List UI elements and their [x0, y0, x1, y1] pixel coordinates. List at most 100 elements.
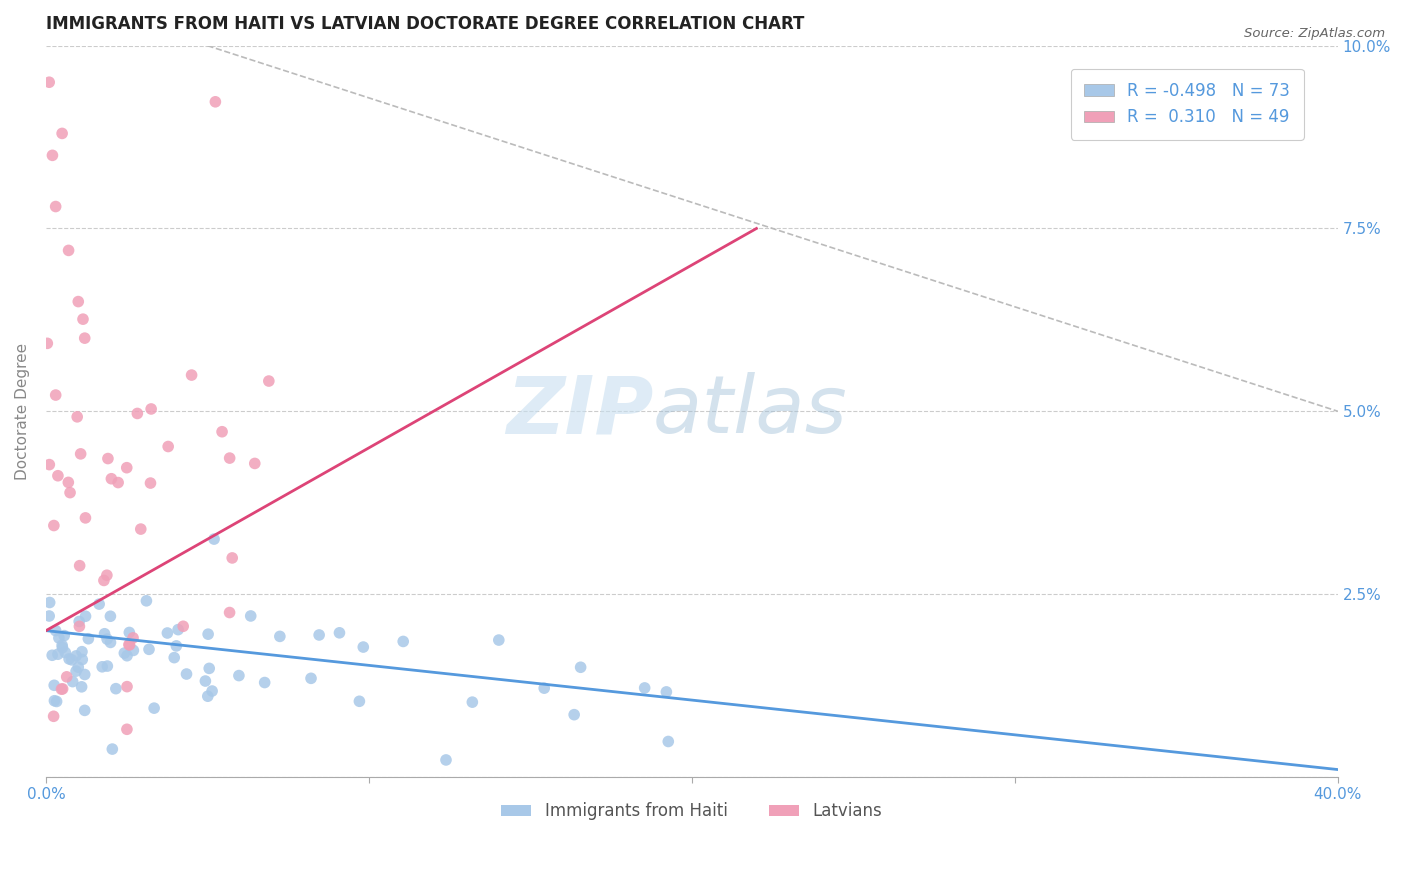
Point: [239, 609, 262, 624]
Point: [100, 472, 122, 486]
Point: [172, 619, 194, 633]
Point: [634, 681, 657, 695]
Point: [53, 646, 76, 660]
Point: [65, 648, 87, 663]
Point: [135, 594, 157, 608]
Point: [97, 451, 120, 466]
Point: [38, 458, 60, 472]
Point: [46, 647, 69, 661]
Point: [100, 609, 122, 624]
Text: atlas: atlas: [654, 372, 848, 450]
Point: [73, 667, 96, 681]
Legend: Immigrants from Haiti, Latvians: Immigrants from Haiti, Latvians: [495, 796, 889, 827]
Point: [562, 707, 585, 722]
Point: [257, 374, 280, 388]
Point: [55, 670, 77, 684]
Point: [72, 312, 94, 326]
Point: [60, 653, 83, 667]
Point: [202, 532, 225, 546]
Point: [93, 574, 115, 588]
Y-axis label: Doctorate Degree: Doctorate Degree: [15, 343, 30, 480]
Point: [569, 660, 592, 674]
Point: [118, 638, 141, 652]
Point: [221, 550, 243, 565]
Point: [127, 407, 149, 421]
Point: [67, 615, 90, 629]
Point: [62, 674, 84, 689]
Point: [139, 476, 162, 491]
Point: [42, 709, 65, 723]
Point: [194, 673, 217, 688]
Point: [96, 568, 118, 582]
Point: [143, 701, 166, 715]
Point: [42, 518, 65, 533]
Point: [197, 627, 219, 641]
Point: [107, 475, 129, 490]
Point: [44, 694, 66, 708]
Point: [52, 681, 75, 696]
Point: [66, 409, 89, 424]
Point: [198, 661, 221, 675]
Point: [101, 742, 124, 756]
Point: [655, 685, 678, 699]
Point: [91, 660, 114, 674]
Point: [115, 680, 138, 694]
Point: [218, 606, 240, 620]
Point: [201, 684, 224, 698]
Point: [253, 675, 276, 690]
Point: [115, 723, 138, 737]
Point: [38, 75, 60, 89]
Point: [104, 681, 127, 696]
Point: [51, 127, 73, 141]
Point: [163, 650, 186, 665]
Point: [122, 643, 145, 657]
Point: [211, 425, 233, 439]
Point: [73, 331, 96, 345]
Point: [115, 460, 138, 475]
Point: [51, 640, 73, 655]
Text: ZIP: ZIP: [506, 372, 654, 450]
Point: [45, 200, 67, 214]
Point: [138, 642, 160, 657]
Point: [122, 631, 145, 645]
Point: [70, 645, 93, 659]
Point: [461, 695, 484, 709]
Point: [93, 626, 115, 640]
Point: [180, 368, 202, 382]
Point: [156, 626, 179, 640]
Point: [96, 659, 118, 673]
Point: [533, 681, 555, 695]
Point: [46, 468, 69, 483]
Point: [58, 652, 80, 666]
Text: IMMIGRANTS FROM HAITI VS LATVIAN DOCTORATE DEGREE CORRELATION CHART: IMMIGRANTS FROM HAITI VS LATVIAN DOCTORA…: [46, 15, 804, 33]
Point: [75, 511, 97, 525]
Point: [228, 668, 250, 682]
Point: [45, 694, 67, 708]
Point: [243, 457, 266, 471]
Point: [45, 388, 67, 402]
Point: [65, 664, 87, 678]
Point: [299, 671, 322, 685]
Point: [77, 632, 100, 646]
Point: [51, 682, 73, 697]
Point: [96, 632, 118, 646]
Point: [165, 639, 187, 653]
Point: [352, 640, 374, 654]
Point: [118, 638, 141, 652]
Point: [67, 294, 90, 309]
Point: [157, 440, 180, 454]
Point: [112, 646, 135, 660]
Point: [44, 678, 66, 692]
Point: [328, 625, 350, 640]
Point: [269, 629, 291, 643]
Point: [41, 148, 63, 162]
Point: [308, 628, 330, 642]
Point: [118, 625, 141, 640]
Point: [58, 475, 80, 490]
Point: [69, 558, 91, 573]
Point: [204, 95, 226, 109]
Point: [657, 734, 679, 748]
Point: [488, 633, 510, 648]
Point: [41, 648, 63, 663]
Point: [58, 244, 80, 258]
